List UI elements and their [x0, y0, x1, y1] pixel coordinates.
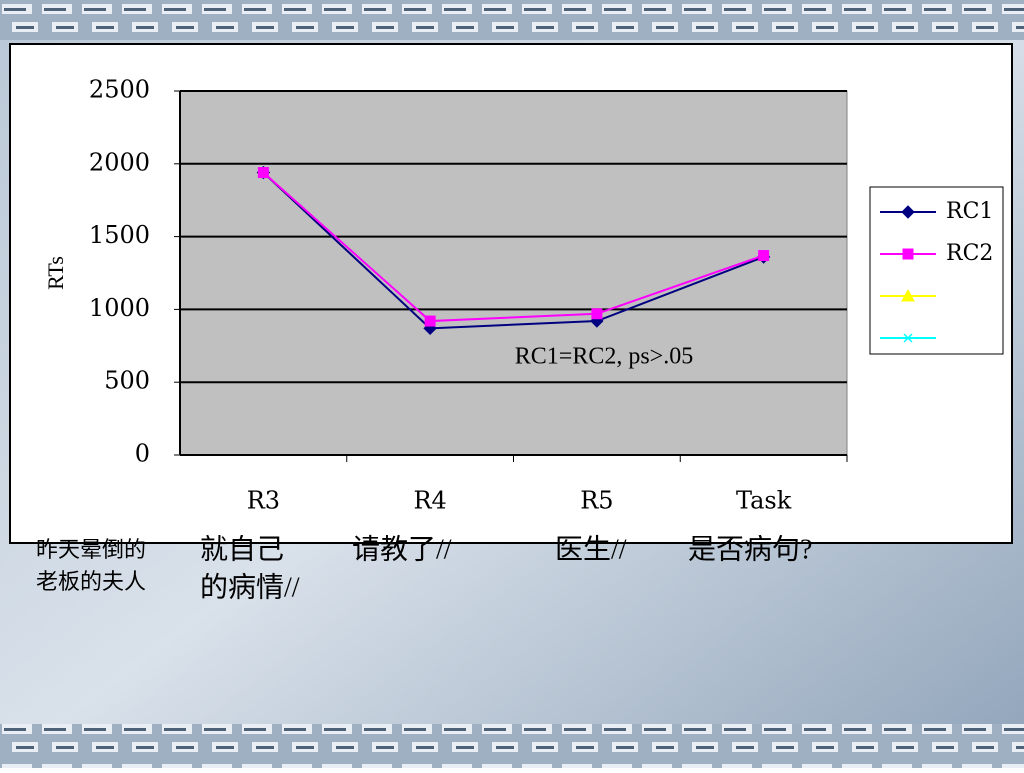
data-point [758, 250, 770, 262]
data-point [257, 167, 269, 179]
bottom-border [0, 724, 1024, 768]
sentence-segment: 医生// [555, 533, 627, 565]
y-tick-label: 2000 [89, 148, 150, 176]
sentence-segment: 老板的夫人 [36, 569, 146, 594]
legend-marker [903, 333, 913, 343]
series-line [262, 171, 764, 330]
annotation: RC1=RC2, ps>.05 [515, 344, 693, 370]
x-tick-label: R5 [580, 487, 613, 515]
sentence-segment: 的病情// [200, 571, 300, 603]
data-point [591, 308, 603, 320]
y-axis-label: RTs [43, 256, 68, 290]
legend-marker [901, 205, 915, 219]
y-tick-label: 0 [135, 440, 150, 468]
x-tick-label: R3 [247, 487, 280, 515]
y-tick-label: 1500 [89, 221, 150, 249]
y-tick-label: 1000 [89, 294, 150, 322]
legend-label: RC1 [946, 199, 993, 224]
sentence-segment: 昨天晕倒的 [36, 537, 146, 562]
legend-marker [901, 288, 915, 302]
y-tick-label: 2500 [89, 76, 150, 104]
series-line [262, 171, 764, 323]
sentence-segment: 请教了// [352, 533, 452, 565]
top-border [0, 0, 1024, 40]
y-tick-label: 500 [104, 367, 150, 395]
sentence-segment: 是否病句? [688, 533, 812, 565]
sentence-segment: 就自己 [200, 533, 284, 565]
data-point [424, 315, 436, 327]
legend [869, 186, 1004, 355]
plot-area [179, 90, 848, 456]
legend-marker [902, 248, 914, 260]
x-tick-label: Task [736, 487, 792, 515]
legend-label: RC2 [946, 241, 993, 266]
x-tick-label: R4 [413, 487, 446, 515]
